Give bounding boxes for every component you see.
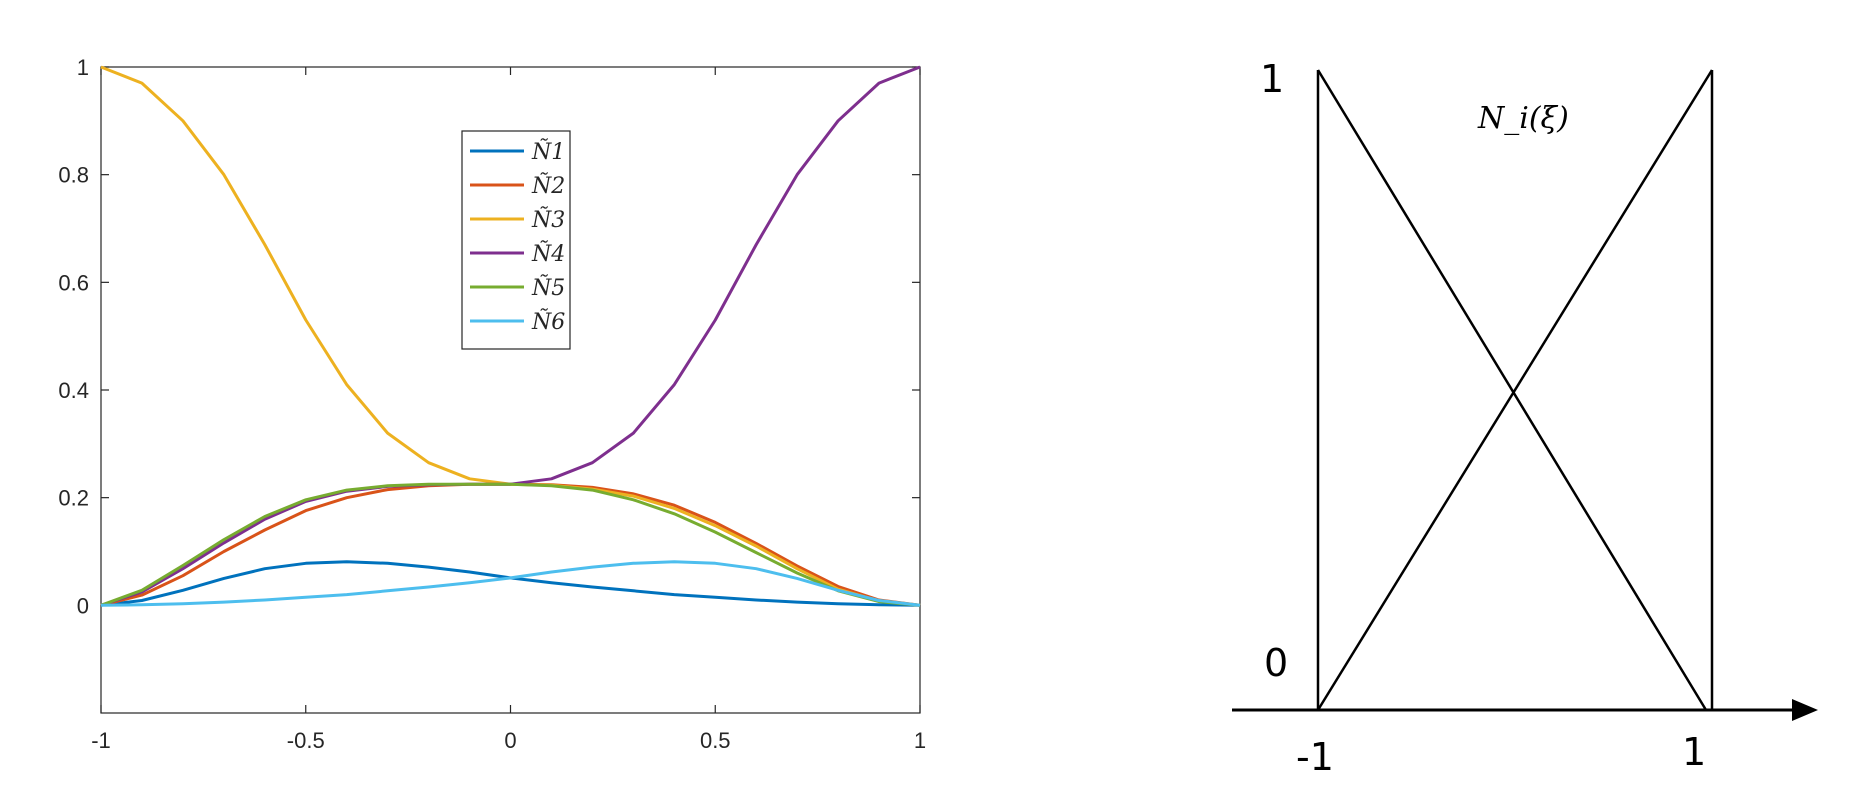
right-x-tick-neg1: -1 [1296, 735, 1334, 779]
legend-label: Ñ6 [531, 307, 565, 335]
y-tick-label: 0.4 [58, 378, 89, 403]
x-tick-label: 1 [914, 728, 926, 753]
y-tick-label: 0 [77, 593, 89, 618]
x-tick-label: 0 [504, 728, 516, 753]
x-tick-label: 0.5 [700, 728, 731, 753]
right-x-tick-1: 1 [1682, 730, 1706, 774]
right-y-tick-0: 0 [1264, 641, 1288, 685]
y-tick-label: 0.8 [58, 163, 89, 188]
legend: Ñ1 Ñ2 Ñ3 Ñ4 Ñ5 Ñ6 [461, 130, 571, 350]
y-tick-label: 0.6 [58, 270, 89, 295]
right-chart-title: N_i(ξ) [1477, 101, 1569, 136]
shape-function-line-1 [1316, 69, 1708, 711]
legend-label: Ñ1 [531, 137, 565, 165]
right-lines [1232, 69, 1818, 721]
series-line-6 [100, 560, 921, 607]
series-line-5 [100, 482, 921, 607]
legend-box [461, 130, 571, 350]
legend-label: Ñ2 [531, 171, 565, 199]
right-y-tick-1: 1 [1260, 57, 1284, 101]
y-tick-label: 0.2 [58, 486, 89, 511]
x-tick-label: -0.5 [287, 728, 325, 753]
right-shape-function-chart: 1 0 -1 1 N_i(ξ) [1232, 57, 1818, 779]
series-lines [100, 65, 921, 607]
y-tick-label: 1 [77, 55, 89, 80]
legend-label: Ñ4 [531, 239, 565, 267]
x-axis-arrowhead [1792, 699, 1818, 721]
legend-label: Ñ3 [531, 205, 565, 233]
legend-label: Ñ5 [531, 273, 565, 301]
shape-function-line-2 [1316, 69, 1714, 711]
left-line-chart: -1 -0.5 0 0.5 1 0 0.2 0.4 0.6 0.8 1 Ñ1 Ñ2 Ñ3 Ñ4 Ñ5 Ñ6 [58, 55, 926, 753]
x-tick-label: -1 [91, 728, 111, 753]
